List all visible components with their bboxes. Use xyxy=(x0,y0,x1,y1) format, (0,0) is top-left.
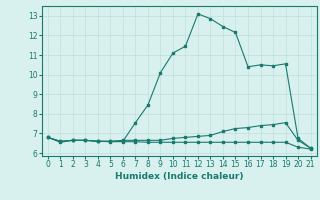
X-axis label: Humidex (Indice chaleur): Humidex (Indice chaleur) xyxy=(115,172,244,181)
